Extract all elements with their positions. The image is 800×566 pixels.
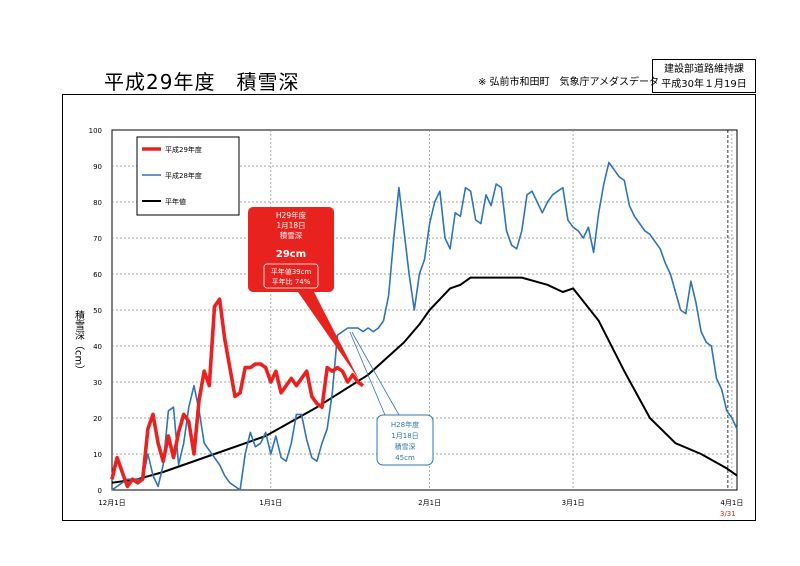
callout-h28-line-3: 45cm [395, 454, 415, 462]
y-tick-label: 90 [93, 163, 102, 171]
y-tick-label: 100 [89, 127, 102, 135]
callout-h29-pointer [298, 292, 360, 380]
series-line-1 [111, 161, 738, 491]
issue-date: 平成30年１月19日 [661, 79, 747, 90]
legend-label-1: 平成28年度 [165, 171, 202, 180]
y-tick-label: 50 [93, 307, 102, 315]
department-box: 建設部道路維持課 平成30年１月19日 [652, 59, 756, 93]
y-tick-label: 60 [93, 271, 102, 279]
page-title: 平成29年度 積雪深 [104, 70, 300, 94]
chart-frame [62, 94, 756, 521]
y-tick-label: 10 [93, 451, 102, 459]
x-tick-label: 1月1日 [259, 499, 282, 507]
series-line-2 [111, 276, 738, 484]
department-name: 建設部道路維持課 [664, 64, 744, 75]
data-source-note: ※ 弘前市和田町 気象庁アメダスデータ [478, 77, 660, 88]
x-tick-label: 12月1日 [98, 499, 125, 507]
callout-h28-box [376, 414, 434, 466]
y-tick-label: 20 [93, 415, 102, 423]
y-tick-label: 30 [93, 379, 102, 387]
series-line-0 [110, 297, 365, 489]
y-tick-label: 70 [93, 235, 102, 243]
callout-h29-sub-1: 平年比 74% [272, 277, 311, 286]
callout-h28-line-1: 1月18日 [391, 432, 418, 440]
callout-h29-box [248, 207, 334, 292]
callout-h29-line-2: 積雪深 [280, 230, 303, 240]
x-tick-label: 3月1日 [562, 499, 585, 507]
x-tick-label: 4月1日 [720, 499, 743, 507]
callout-h29-line-0: H29年度 [276, 210, 307, 220]
y-tick-label: 80 [93, 199, 102, 207]
callout-h29-subbox [263, 263, 319, 289]
legend-label-2: 平年値 [165, 197, 186, 206]
callout-h28-pointer-left [349, 331, 386, 416]
callout-h28-line-2: 積雪深 [395, 442, 416, 451]
y-tick-label: 0 [98, 487, 102, 495]
callout-h29-sub-0: 平年値39cm [271, 267, 312, 276]
callout-h29-value: 29cm [276, 249, 306, 260]
season-end-label: 3/31 [720, 510, 736, 518]
legend-label-0: 平成29年度 [165, 145, 202, 154]
x-tick-label: 2月1日 [418, 499, 441, 507]
callout-h28-line-0: H28年度 [391, 420, 419, 429]
y-axis-label: 積雪深（cm） [73, 309, 85, 375]
callout-h28-pointer-right [351, 331, 400, 416]
callout-h29-line-1: 1月18日 [276, 221, 305, 230]
y-tick-label: 40 [93, 343, 102, 351]
